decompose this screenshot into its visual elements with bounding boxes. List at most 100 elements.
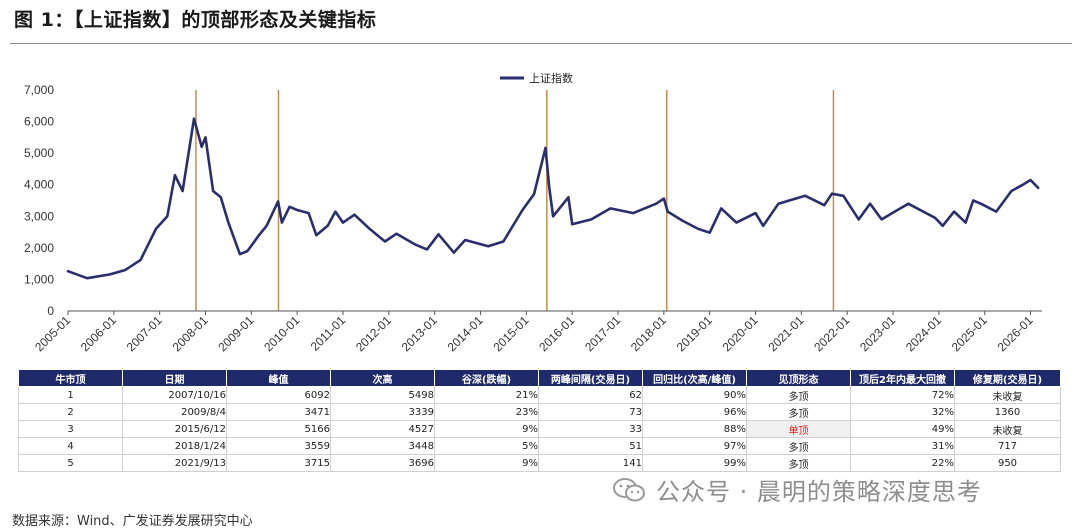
- table-cell: 多顶: [746, 403, 851, 421]
- legend-label: 上证指数: [529, 71, 573, 85]
- table-cell: 23%: [434, 403, 539, 421]
- y-tick-label: 4,000: [24, 178, 54, 192]
- table-row: 5 2021/9/13 3715 3696 9% 141 99% 多顶 22% …: [18, 454, 1061, 472]
- col-header: 两峰间隔(交易日): [538, 369, 643, 387]
- table-cell: 5: [18, 454, 123, 472]
- table-cell: 2009/8/4: [122, 403, 227, 421]
- x-tick-label: 2014-01: [445, 313, 486, 354]
- highlighted-cell: 单顶: [746, 420, 851, 438]
- table-cell: 717: [954, 437, 1061, 455]
- col-header: 日期: [122, 369, 227, 387]
- y-tick-label: 2,000: [24, 241, 54, 255]
- x-tick-label: 2023-01: [857, 313, 898, 354]
- table-cell: 99%: [642, 454, 747, 472]
- table-cell: 32%: [850, 403, 955, 421]
- table-cell: 2021/9/13: [122, 454, 227, 472]
- table-cell: 33: [538, 420, 643, 438]
- x-tick-label: 2009-01: [215, 313, 256, 354]
- col-header: 修复期(交易日): [954, 369, 1061, 387]
- x-tick-label: 2025-01: [949, 313, 990, 354]
- index-line-chart: 上证指数 0 1,000 2,000 3,000 4,000 5,000 6,000 7,00…: [24, 71, 1042, 354]
- table-cell: 62: [538, 386, 643, 404]
- x-tick-label: 2011-01: [308, 313, 349, 354]
- table-cell: 88%: [642, 420, 747, 438]
- data-source-note: 数据来源：Wind、广发证券发展研究中心: [12, 514, 253, 529]
- col-header: 峰值: [226, 369, 331, 387]
- table-cell: 31%: [850, 437, 955, 455]
- table-cell: 9%: [434, 420, 539, 438]
- y-tick-label: 1,000: [24, 272, 54, 286]
- y-tick-label: 7,000: [24, 83, 54, 97]
- series-layer: [66, 117, 1040, 280]
- x-tick-label: 2012-01: [353, 313, 394, 354]
- table-cell: 3339: [330, 403, 435, 421]
- y-tick-label: 0: [47, 304, 54, 318]
- table-cell: 3715: [226, 454, 331, 472]
- table-cell: 90%: [642, 386, 747, 404]
- y-tick-label: 5,000: [24, 146, 54, 160]
- col-header: 谷深(跌幅): [434, 369, 539, 387]
- col-header: 次高: [330, 369, 435, 387]
- table-cell: 21%: [434, 386, 539, 404]
- table-cell: 2015/6/12: [122, 420, 227, 438]
- table-cell: 49%: [850, 420, 955, 438]
- chart-legend: 上证指数: [500, 71, 573, 85]
- x-tick-label: 2019-01: [674, 313, 715, 354]
- table-cell: 未收复: [954, 386, 1061, 404]
- series-line: [66, 117, 1040, 280]
- title-divider: [10, 43, 1072, 44]
- table-cell: 未收复: [954, 420, 1061, 438]
- watermark-text: 公众号 · 晨明的策略深度思考: [656, 478, 982, 506]
- wechat-icon: [613, 477, 645, 501]
- x-tick-label: 2018-01: [628, 313, 669, 354]
- x-tick-label: 2015-01: [490, 313, 531, 354]
- x-tick-label: 2022-01: [811, 313, 852, 354]
- table-cell: 多顶: [746, 437, 851, 455]
- table-cell: 3448: [330, 437, 435, 455]
- watermark: 公众号 · 晨明的策略深度思考: [612, 472, 982, 507]
- table-cell: 2: [18, 403, 123, 421]
- table-cell: 1360: [954, 403, 1061, 421]
- x-tick-label: 2026-01: [995, 313, 1036, 354]
- table-cell: 4527: [330, 420, 435, 438]
- table-cell: 5498: [330, 386, 435, 404]
- x-tick-label: 2020-01: [720, 313, 761, 354]
- table-cell: 3559: [226, 437, 331, 455]
- x-tick-label: 2013-01: [399, 313, 440, 354]
- x-tick-label: 2007-01: [124, 313, 165, 354]
- table-cell: 22%: [850, 454, 955, 472]
- table-cell: 3471: [226, 403, 331, 421]
- x-axis: 2005-01 2006-01 2007-01 2008-01 2009-01 2010-…: [32, 310, 1042, 354]
- table-row: 1 2007/10/16 6092 5498 21% 62 90% 多顶 72%…: [18, 386, 1061, 404]
- table-cell: 950: [954, 454, 1061, 472]
- table-cell: 4: [18, 437, 123, 455]
- peak-metrics-table: 牛市顶 日期 峰值 次高 谷深(跌幅) 两峰间隔(交易日) 回归比(次高/峰值)…: [18, 369, 1061, 472]
- table-row: 2 2009/8/4 3471 3339 23% 73 96% 多顶 32% 1…: [18, 403, 1061, 421]
- x-tick-label: 2021-01: [765, 313, 806, 354]
- table-cell: 9%: [434, 454, 539, 472]
- table-header-row: 牛市顶 日期 峰值 次高 谷深(跌幅) 两峰间隔(交易日) 回归比(次高/峰值)…: [18, 369, 1061, 387]
- table-row: 4 2018/1/24 3559 3448 5% 51 97% 多顶 31% 7…: [18, 437, 1061, 455]
- table-cell: 72%: [850, 386, 955, 404]
- table-cell: 3: [18, 420, 123, 438]
- col-header: 见顶形态: [746, 369, 851, 387]
- table-row: 3 2015/6/12 5166 4527 9% 33 88% 单顶 49% 未…: [18, 420, 1061, 438]
- page-title: 图 1：【上证指数】的顶部形态及关键指标: [14, 9, 377, 31]
- x-tick-label: 2024-01: [903, 313, 944, 354]
- table-cell: 1: [18, 386, 123, 404]
- table-cell: 2007/10/16: [122, 386, 227, 404]
- table-cell: 5166: [226, 420, 331, 438]
- table-cell: 96%: [642, 403, 747, 421]
- y-axis: 0 1,000 2,000 3,000 4,000 5,000 6,000 7,000: [24, 83, 54, 318]
- y-tick-label: 6,000: [24, 115, 54, 129]
- x-tick-label: 2010-01: [261, 313, 302, 354]
- table-cell: 2018/1/24: [122, 437, 227, 455]
- peak-markers: [195, 90, 835, 311]
- table-cell: 多顶: [746, 386, 851, 404]
- table-cell: 73: [538, 403, 643, 421]
- x-tick-label: 2017-01: [582, 313, 623, 354]
- x-tick-label: 2008-01: [170, 313, 211, 354]
- x-tick-label: 2005-01: [32, 313, 73, 354]
- col-header: 顶后2年内最大回撤: [850, 369, 955, 387]
- table-cell: 5%: [434, 437, 539, 455]
